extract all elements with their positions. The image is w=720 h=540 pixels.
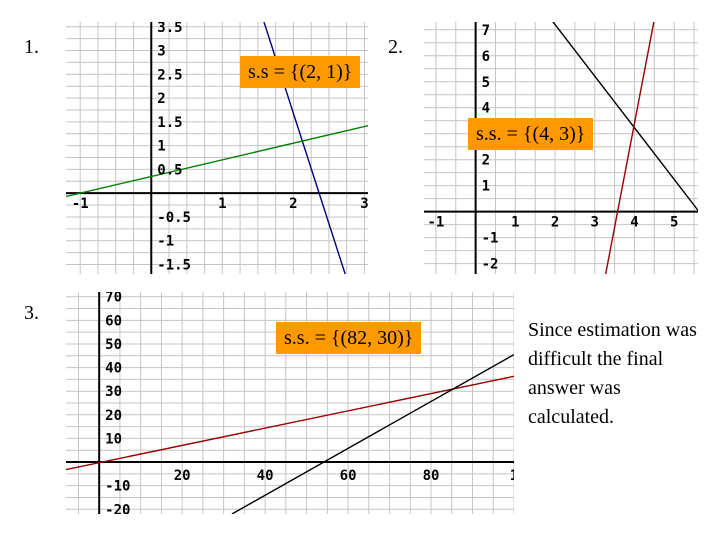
y-tick-label: 0.5 <box>157 162 182 178</box>
y-tick-label: -0.5 <box>157 210 191 226</box>
y-tick-label: 60 <box>105 313 122 329</box>
x-tick-label: 1 <box>218 196 226 212</box>
x-tick-label: 5 <box>670 215 678 231</box>
y-tick-label: 2 <box>157 91 165 107</box>
x-tick-label: 1 <box>511 215 519 231</box>
series-line-2 <box>604 22 655 274</box>
y-tick-label: 6 <box>482 49 490 65</box>
y-tick-label: -20 <box>105 502 130 514</box>
problem-number-1: 1. <box>24 36 39 58</box>
y-tick-label: 40 <box>105 361 122 377</box>
x-tick-label: 3 <box>591 215 599 231</box>
y-tick-label: -2 <box>482 257 499 273</box>
x-tick-label: 2 <box>551 215 559 231</box>
x-tick-label: 80 <box>423 468 440 484</box>
y-tick-label: 1 <box>157 139 165 155</box>
x-tick-label: 20 <box>174 468 191 484</box>
y-tick-label: -1.5 <box>157 257 191 273</box>
x-tick-label: 2 <box>289 196 297 212</box>
x-tick-label: 40 <box>257 468 274 484</box>
y-tick-label: 2.5 <box>157 67 182 83</box>
y-tick-label: 20 <box>105 408 122 424</box>
y-tick-label: 10 <box>105 431 122 447</box>
problem-number-3: 3. <box>24 302 39 324</box>
y-tick-label: 3.5 <box>157 22 182 36</box>
series-line-2 <box>66 124 368 198</box>
y-tick-label: 2 <box>482 153 490 169</box>
y-tick-label: -1 <box>482 231 499 247</box>
y-tick-label: 7 <box>482 23 490 39</box>
y-tick-label: 70 <box>105 292 122 306</box>
y-tick-label: -10 <box>105 479 130 495</box>
x-tick-label: 3 <box>360 196 368 212</box>
y-tick-label: 4 <box>482 101 490 117</box>
x-tick-label: 60 <box>340 468 357 484</box>
x-tick-label: 1 <box>510 468 514 484</box>
x-tick-label: -1 <box>427 215 444 231</box>
solution-label-3: s.s. = {(82, 30)} <box>276 322 422 354</box>
series-line-2 <box>231 353 514 514</box>
y-tick-label: 50 <box>105 337 122 353</box>
x-tick-label: -1 <box>72 196 89 212</box>
y-tick-label: 5 <box>482 75 490 91</box>
y-tick-label: -1 <box>157 234 174 250</box>
y-tick-label: 30 <box>105 384 122 400</box>
solution-label-2: s.s. = {(4, 3)} <box>468 118 594 150</box>
problem-number-2: 2. <box>388 36 403 58</box>
solution-label-1: s.s = {(2, 1)} <box>240 56 361 88</box>
x-tick-label: 4 <box>630 215 638 231</box>
series-line-1 <box>66 375 514 471</box>
y-tick-label: 3 <box>157 44 165 60</box>
y-tick-label: 1.5 <box>157 115 182 131</box>
estimation-note: Since estimation was difficult the final… <box>528 319 697 428</box>
y-tick-label: 1 <box>482 179 490 195</box>
series-line-1 <box>552 22 698 211</box>
